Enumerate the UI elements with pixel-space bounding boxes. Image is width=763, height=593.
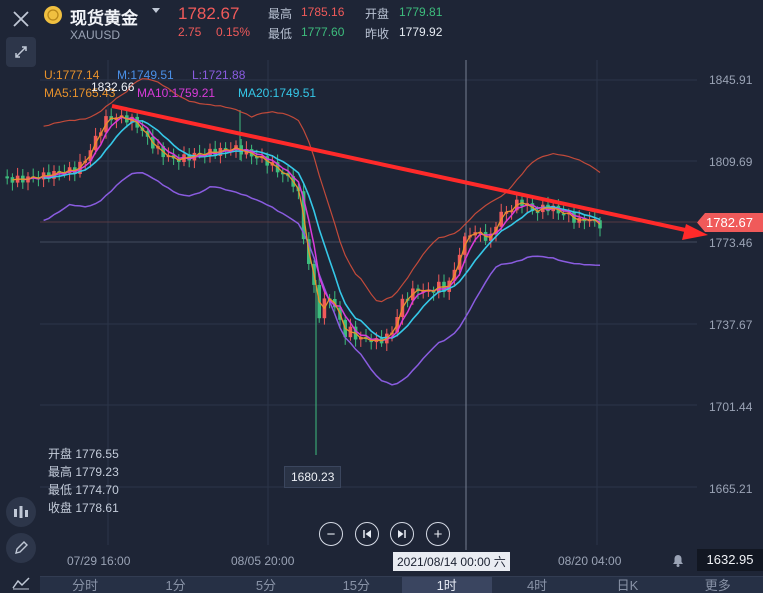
low-value: 1777.60 — [301, 25, 345, 39]
step-forward-icon — [398, 530, 406, 538]
date-axis-label: 08/20 04:00 — [558, 554, 622, 568]
date-axis-label: 07/29 16:00 — [67, 554, 131, 568]
ma20-legend: MA20:1749.51 — [238, 86, 317, 100]
period-tab-bar: 分时 1分 5分 15分 1时 4时 日K 更多 — [40, 576, 763, 593]
ohlc-high-value: 1779.23 — [75, 465, 119, 479]
indicator-icon[interactable] — [6, 497, 36, 527]
scroll-left-button[interactable] — [355, 522, 379, 546]
collapse-icon[interactable] — [6, 37, 36, 67]
bell-icon[interactable] — [670, 552, 686, 573]
ohlc-low-label: 最低 — [48, 483, 73, 497]
pen-icon[interactable] — [6, 533, 36, 563]
ma10-line — [22, 116, 601, 342]
low-label: 最低 — [268, 27, 293, 41]
close-icon[interactable] — [6, 4, 36, 34]
candle-body — [478, 231, 483, 234]
boll-upper-legend: U:1777.14 — [44, 68, 100, 82]
minus-icon: − — [326, 525, 336, 543]
volume-value: 1632.95 — [697, 549, 763, 571]
boll-mid-legend: M:1749.51 — [117, 68, 174, 82]
high-value: 1785.16 — [301, 5, 345, 19]
prev-close-value: 1779.92 — [399, 25, 443, 39]
price-axis-label: 1773.46 — [709, 236, 753, 250]
price-change-pct: 0.15% — [216, 25, 251, 39]
max-price-annotation: 1832.66 — [91, 80, 135, 94]
price-change: 2.75 — [178, 25, 202, 39]
candle-body — [561, 213, 566, 216]
ohlc-open-label: 开盘 — [48, 447, 73, 461]
ohlc-high-label: 最高 — [48, 465, 73, 479]
ohlc-close-label: 收盘 — [48, 501, 73, 515]
ma10-legend: MA10:1759.21 — [137, 86, 216, 100]
tab-4hour[interactable]: 4时 — [526, 578, 548, 593]
zoom-out-button[interactable]: − — [319, 522, 343, 546]
trendline — [111, 104, 691, 233]
price-axis-label: 1845.91 — [709, 73, 753, 87]
open-label: 开盘 — [365, 7, 390, 21]
boll-lower-legend: L:1721.88 — [192, 68, 246, 82]
tab-more[interactable]: 更多 — [704, 578, 731, 593]
ohlc-open-value: 1776.55 — [75, 447, 119, 461]
ma5-line — [12, 115, 601, 342]
tab-1hour[interactable]: 1时 — [401, 577, 492, 593]
crosshair-time-label: 2021/08/14 00:00 六 — [393, 552, 510, 571]
high-label: 最高 — [268, 7, 293, 21]
symbol-code: XAUUSD — [70, 28, 121, 42]
boll-lower-line — [43, 172, 601, 386]
step-back-icon — [363, 530, 371, 538]
ohlc-close-value: 1778.61 — [75, 501, 119, 515]
dropdown-caret-icon[interactable] — [152, 8, 160, 13]
trendline-arrowhead — [682, 224, 708, 240]
tab-1min[interactable]: 1分 — [165, 578, 186, 593]
date-axis-label: 08/05 20:00 — [231, 554, 295, 568]
tab-daily[interactable]: 日K — [616, 578, 639, 593]
gold-coin-icon — [44, 6, 62, 24]
candle-body — [421, 290, 425, 293]
price-axis-label: 1701.44 — [709, 400, 753, 414]
scroll-right-button[interactable] — [390, 522, 414, 546]
candle-body — [598, 220, 602, 229]
tab-5min[interactable]: 5分 — [255, 578, 277, 593]
tab-15min[interactable]: 15分 — [342, 578, 371, 593]
min-price-annotation: 1680.23 — [284, 466, 342, 488]
ohlc-low-value: 1774.70 — [75, 483, 119, 497]
current-price-tag: 1782.67 — [697, 213, 763, 232]
line-icon[interactable] — [6, 568, 36, 593]
candle-body — [5, 176, 9, 179]
current-price: 1782.67 — [178, 4, 240, 23]
price-axis-label: 1809.69 — [709, 155, 753, 169]
zoom-in-button[interactable]: + — [426, 522, 450, 546]
prev-close-label: 昨收 — [365, 27, 390, 41]
symbol-name[interactable]: 现货黄金 — [70, 9, 138, 28]
tab-timeshare[interactable]: 分时 — [72, 578, 99, 593]
price-axis-label: 1737.67 — [709, 318, 753, 332]
price-axis-label: 1665.21 — [709, 482, 753, 496]
ma5-legend: MA5:1765.43 — [44, 86, 116, 100]
plus-icon: + — [433, 525, 443, 543]
open-value: 1779.81 — [399, 5, 443, 19]
